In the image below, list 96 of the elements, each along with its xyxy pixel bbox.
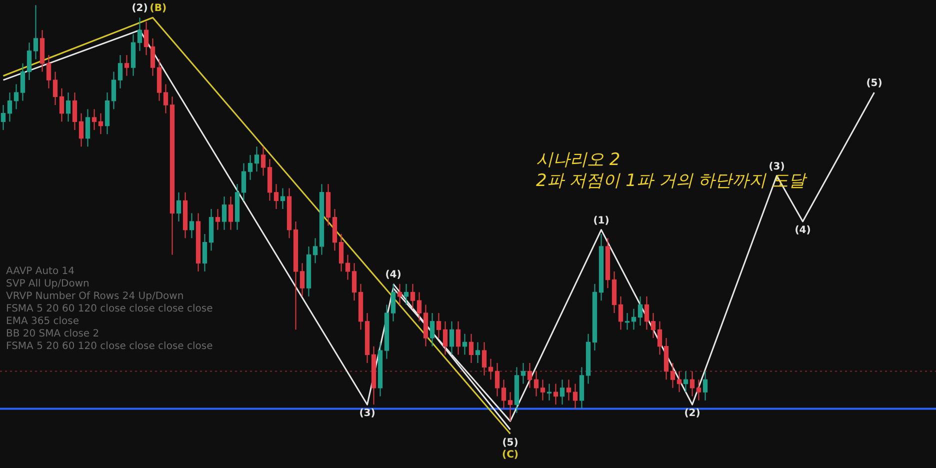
candlestick: [540, 379, 546, 401]
annotation: (5): [866, 78, 882, 90]
candlestick: [520, 362, 526, 384]
annotation: SVP All Up/Down: [6, 278, 90, 290]
candlestick: [527, 362, 532, 388]
annotation: BB 20 SMA close 2: [6, 328, 100, 340]
candlestick: [92, 108, 97, 130]
candlestick: [670, 362, 676, 388]
candlestick: [189, 212, 194, 239]
candlestick: [14, 84, 19, 110]
candlestick: [248, 154, 253, 180]
candlestick: [644, 296, 650, 330]
annotation: (C): [502, 449, 518, 460]
candlestick: [85, 108, 90, 148]
annotation: (2): [684, 408, 700, 420]
candlestick: [683, 370, 688, 393]
candlestick: [78, 112, 84, 148]
candlestick: [430, 312, 435, 347]
candlestick: [449, 320, 454, 356]
candlestick: [390, 283, 396, 322]
annotation: FSMA 5 20 60 120 close close close close: [6, 340, 213, 352]
candlestick: [137, 17, 142, 52]
candlestick: [215, 208, 220, 230]
candlestick: [144, 21, 149, 56]
candlestick: [222, 196, 227, 230]
text: 시나리오 2: [536, 150, 620, 170]
annotation: (4): [794, 225, 811, 236]
candlestick: [482, 342, 487, 376]
candlestick: [696, 379, 702, 401]
candlestick: [163, 84, 168, 114]
candlestick: [52, 71, 58, 106]
annotation: FSMA 5 20 60 120 close close close close: [6, 303, 213, 314]
candlestick: [702, 370, 708, 401]
candlestick: [312, 238, 318, 264]
candlestick: [676, 370, 682, 393]
candlestick: [280, 188, 286, 210]
candlestick: [442, 320, 448, 356]
candlestick: [501, 379, 506, 410]
candlestick: [631, 308, 636, 330]
candlestick: [553, 383, 558, 406]
candlestick: [638, 296, 643, 326]
candlestick: [228, 196, 234, 230]
candlestick: [650, 312, 656, 339]
annotation: (5): [502, 437, 518, 448]
candlestick: [150, 38, 156, 76]
candlestick: [176, 192, 182, 222]
candlestick: [410, 283, 416, 310]
candlestick: [462, 333, 468, 356]
candlestick: [274, 184, 279, 210]
candlestick: [566, 379, 572, 401]
candlestick: [72, 92, 78, 130]
candlestick: [436, 312, 442, 339]
candlestick: [254, 146, 260, 172]
annotation: (B): [150, 3, 167, 14]
candlestick: [118, 54, 123, 89]
candlestick: [494, 362, 500, 397]
candlestick: [404, 283, 409, 306]
candlestick: [690, 370, 695, 397]
candlestick: [475, 342, 480, 364]
candlestick: [98, 112, 104, 135]
annotation: (1): [593, 215, 610, 226]
candlestick: [618, 296, 624, 330]
candlestick: [416, 292, 422, 322]
candlestick: [33, 4, 38, 60]
candlestick: [397, 283, 402, 306]
candlestick: [26, 42, 32, 81]
candlestick: [46, 54, 52, 89]
candlestick: [20, 62, 26, 102]
candlestick: [111, 71, 116, 110]
candlestick: [260, 146, 266, 176]
candlestick: [338, 233, 344, 272]
candlestick: [657, 320, 662, 356]
candlestick: [345, 254, 350, 280]
candlestick: [488, 358, 494, 380]
candlestick: [0, 104, 6, 130]
annotation: AAVP Auto 14: [6, 266, 74, 277]
annotation: VRVP Number Of Rows 24 Up/Down: [6, 290, 184, 302]
annotation: (2): [132, 3, 148, 14]
candlestick: [352, 262, 357, 302]
annotation: (3): [359, 408, 376, 420]
candlestick: [534, 370, 539, 397]
annotation: (3): [768, 161, 785, 172]
candlestick: [456, 320, 461, 356]
candlestick: [124, 54, 130, 76]
candlestick: [560, 379, 565, 406]
annotation: (4): [385, 270, 402, 281]
candlestick: [468, 333, 474, 364]
candlestick: [508, 392, 513, 422]
candlestick: [202, 233, 208, 272]
candlestick: [66, 92, 71, 122]
candlestick: [59, 88, 64, 122]
candlestick: [241, 162, 246, 202]
candlestick: [572, 383, 578, 410]
annotation: EMA 365 close: [6, 316, 79, 327]
candlestick: [300, 262, 305, 297]
candlestick: [7, 92, 12, 122]
